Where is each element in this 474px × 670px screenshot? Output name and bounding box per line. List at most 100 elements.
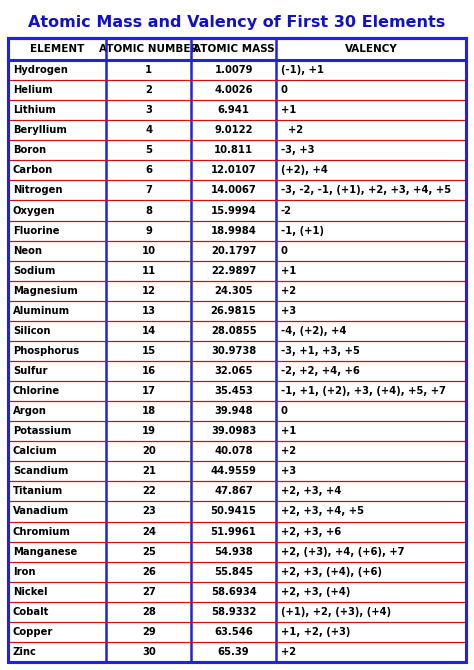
Text: +2, +3, +6: +2, +3, +6: [281, 527, 341, 537]
Text: 27: 27: [142, 587, 156, 597]
Text: -3, +3: -3, +3: [281, 145, 314, 155]
Text: Magnesium: Magnesium: [13, 286, 78, 295]
Text: Copper: Copper: [13, 627, 54, 637]
Text: 1: 1: [145, 65, 153, 75]
Text: +2: +2: [281, 446, 296, 456]
Text: 10.811: 10.811: [214, 145, 253, 155]
Text: 24.305: 24.305: [214, 286, 253, 295]
Text: Sodium: Sodium: [13, 266, 55, 275]
Text: Oxygen: Oxygen: [13, 206, 55, 216]
Text: 51.9961: 51.9961: [210, 527, 256, 537]
Text: 18: 18: [142, 406, 156, 416]
Text: Calcium: Calcium: [13, 446, 58, 456]
Text: 9: 9: [146, 226, 152, 236]
Text: 35.453: 35.453: [214, 386, 253, 396]
Text: +1: +1: [281, 266, 296, 275]
Text: 19: 19: [142, 426, 156, 436]
Text: 15.9994: 15.9994: [210, 206, 256, 216]
Text: Cobalt: Cobalt: [13, 607, 49, 617]
Text: Neon: Neon: [13, 246, 42, 256]
Text: Lithium: Lithium: [13, 105, 56, 115]
Text: +2: +2: [281, 647, 296, 657]
Text: 1.0079: 1.0079: [214, 65, 253, 75]
Text: +2, +3, (+4), (+6): +2, +3, (+4), (+6): [281, 567, 382, 577]
Text: -2: -2: [281, 206, 292, 216]
Text: +2: +2: [281, 286, 296, 295]
Text: 9.0122: 9.0122: [214, 125, 253, 135]
Text: 65.39: 65.39: [218, 647, 249, 657]
Text: 0: 0: [281, 85, 288, 95]
Text: Argon: Argon: [13, 406, 47, 416]
Text: 16: 16: [142, 366, 156, 376]
Text: 40.078: 40.078: [214, 446, 253, 456]
Text: 0: 0: [281, 246, 288, 256]
Text: -1, (+1): -1, (+1): [281, 226, 324, 236]
Text: 2: 2: [146, 85, 152, 95]
Text: 20: 20: [142, 446, 156, 456]
Text: Scandium: Scandium: [13, 466, 68, 476]
Text: Nickel: Nickel: [13, 587, 47, 597]
Text: 18.9984: 18.9984: [210, 226, 256, 236]
Text: Helium: Helium: [13, 85, 53, 95]
Text: VALENCY: VALENCY: [345, 44, 397, 54]
Text: 6: 6: [146, 165, 152, 176]
Text: +2: +2: [281, 125, 303, 135]
Text: 14.0067: 14.0067: [210, 186, 256, 196]
Text: 30: 30: [142, 647, 156, 657]
Text: 22: 22: [142, 486, 156, 496]
Text: -2, +2, +4, +6: -2, +2, +4, +6: [281, 366, 360, 376]
Text: 30.9738: 30.9738: [211, 346, 256, 356]
Text: +3: +3: [281, 466, 296, 476]
Text: Potassium: Potassium: [13, 426, 72, 436]
Text: 15: 15: [142, 346, 156, 356]
Text: Hydrogen: Hydrogen: [13, 65, 68, 75]
Text: 12.0107: 12.0107: [211, 165, 256, 176]
Text: 8: 8: [146, 206, 152, 216]
Text: Nitrogen: Nitrogen: [13, 186, 63, 196]
Text: 58.9332: 58.9332: [211, 607, 256, 617]
Text: Silicon: Silicon: [13, 326, 51, 336]
Text: Beryllium: Beryllium: [13, 125, 67, 135]
Text: 28.0855: 28.0855: [211, 326, 256, 336]
Text: 26.9815: 26.9815: [210, 306, 256, 316]
Text: +1, +2, (+3): +1, +2, (+3): [281, 627, 350, 637]
Text: 39.948: 39.948: [214, 406, 253, 416]
Text: Zinc: Zinc: [13, 647, 37, 657]
Text: 23: 23: [142, 507, 156, 517]
Text: 63.546: 63.546: [214, 627, 253, 637]
Text: 5: 5: [146, 145, 152, 155]
Text: +2, +3, +4: +2, +3, +4: [281, 486, 341, 496]
Text: 14: 14: [142, 326, 156, 336]
Text: 28: 28: [142, 607, 156, 617]
Text: (+2), +4: (+2), +4: [281, 165, 328, 176]
Text: Iron: Iron: [13, 567, 36, 577]
Text: Manganese: Manganese: [13, 547, 77, 557]
Text: 7: 7: [146, 186, 152, 196]
Text: Fluorine: Fluorine: [13, 226, 60, 236]
Text: 26: 26: [142, 567, 156, 577]
Text: +2, +3, +4, +5: +2, +3, +4, +5: [281, 507, 364, 517]
Text: 4: 4: [145, 125, 153, 135]
Text: ELEMENT: ELEMENT: [30, 44, 84, 54]
Text: Vanadium: Vanadium: [13, 507, 69, 517]
Text: 3: 3: [146, 105, 152, 115]
Text: 0: 0: [281, 406, 288, 416]
Text: Phosphorus: Phosphorus: [13, 346, 79, 356]
Text: -1, +1, (+2), +3, (+4), +5, +7: -1, +1, (+2), +3, (+4), +5, +7: [281, 386, 446, 396]
Text: Titanium: Titanium: [13, 486, 63, 496]
Text: +1: +1: [281, 105, 296, 115]
Text: +1: +1: [281, 426, 296, 436]
Text: -3, +1, +3, +5: -3, +1, +3, +5: [281, 346, 360, 356]
Text: 50.9415: 50.9415: [210, 507, 256, 517]
Text: 32.065: 32.065: [214, 366, 253, 376]
Text: 17: 17: [142, 386, 156, 396]
Text: Chromium: Chromium: [13, 527, 71, 537]
Text: Boron: Boron: [13, 145, 46, 155]
Text: Atomic Mass and Valency of First 30 Elements: Atomic Mass and Valency of First 30 Elem…: [28, 15, 446, 29]
Text: 55.845: 55.845: [214, 567, 253, 577]
Text: (+1), +2, (+3), (+4): (+1), +2, (+3), (+4): [281, 607, 391, 617]
Text: -4, (+2), +4: -4, (+2), +4: [281, 326, 346, 336]
Text: Sulfur: Sulfur: [13, 366, 47, 376]
Text: ATOMIC MASS: ATOMIC MASS: [193, 44, 274, 54]
Text: 39.0983: 39.0983: [211, 426, 256, 436]
